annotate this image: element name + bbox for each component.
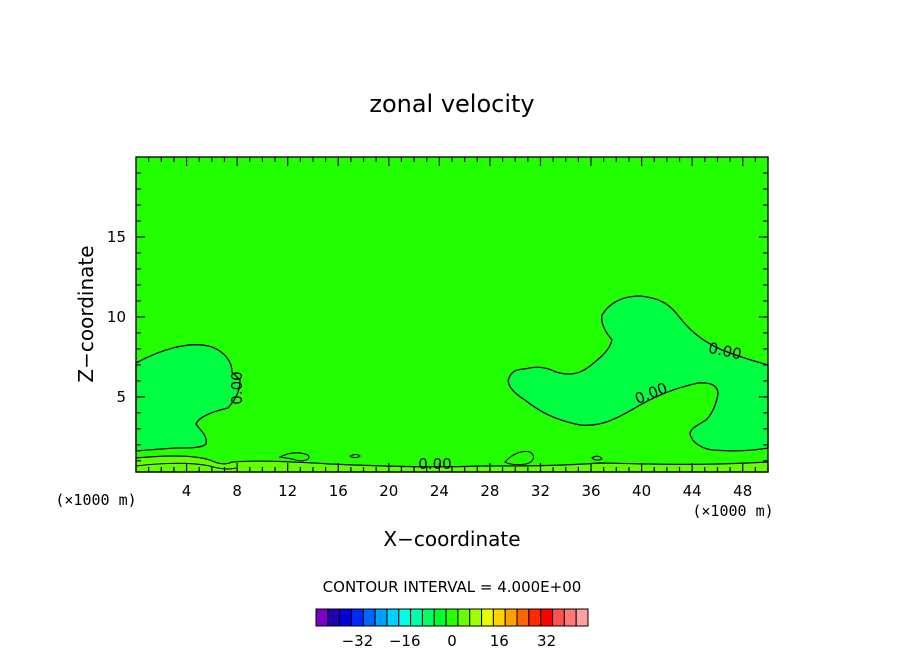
colorbar-swatch — [410, 608, 423, 627]
colorbar-swatch — [433, 608, 447, 627]
x-tick-label: 40 — [632, 482, 651, 500]
x-axis: 4 8 12 16 20 24 28 32 36 40 44 48 — [148, 157, 769, 500]
small-contour-3 — [349, 453, 361, 459]
contour-interval-text: CONTOUR INTERVAL = 4.000E+00 — [323, 578, 582, 596]
colorbar-swatch — [540, 608, 554, 627]
x-unit-label: (×1000 m) — [55, 491, 136, 509]
colorbar-swatch — [315, 608, 329, 627]
contour-label-4: 0.00 — [418, 455, 451, 473]
y-tick-label: 15 — [107, 228, 126, 246]
colorbar-swatch — [339, 608, 352, 627]
colorbar-tick-label: 0 — [447, 632, 457, 650]
colorbar-swatch — [481, 608, 494, 627]
y-unit-label: (×1000 m) — [692, 502, 773, 520]
small-contour-2 — [504, 450, 535, 466]
colorbar-swatch — [386, 608, 400, 627]
y-axis-label: Z−coordinate — [74, 245, 98, 382]
negative-region-right — [507, 295, 769, 452]
x-tick-label: 12 — [278, 482, 297, 500]
y-axis: 5 10 15 — [107, 172, 768, 462]
colorbar-swatch — [362, 608, 376, 627]
surface-layer — [135, 455, 769, 473]
colorbar-swatch — [528, 608, 542, 627]
colorbar-swatch — [327, 608, 341, 627]
colorbar-swatch — [504, 608, 518, 627]
x-tick-label: 32 — [531, 482, 550, 500]
x-tick-label: 4 — [182, 482, 192, 500]
colorbar-swatch — [575, 608, 589, 627]
colorbar-swatch — [516, 608, 530, 627]
colorbar-swatch — [457, 608, 471, 627]
x-tick-label: 20 — [379, 482, 398, 500]
contour-label-1: 0.00 — [228, 371, 246, 404]
chart-title: zonal velocity — [369, 90, 534, 118]
colorbar-swatch — [469, 608, 483, 627]
colorbar-swatch — [552, 608, 565, 627]
x-tick-label: 24 — [430, 482, 449, 500]
x-tick-label: 44 — [683, 482, 702, 500]
colorbar-tick-label: 16 — [490, 632, 509, 650]
colorbar-swatch — [374, 608, 388, 627]
small-contour-4 — [591, 455, 603, 461]
surface-contour — [135, 462, 237, 470]
colorbar-swatch — [398, 608, 412, 627]
y-tick-label: 10 — [107, 308, 126, 326]
y-tick-label: 5 — [116, 388, 126, 406]
colorbar-tick-label: 32 — [537, 632, 556, 650]
x-tick-label: 8 — [232, 482, 242, 500]
x-tick-label: 16 — [329, 482, 348, 500]
small-contour-1 — [278, 452, 310, 462]
colorbar-swatch — [421, 608, 435, 627]
x-tick-label: 36 — [581, 482, 600, 500]
colorbar-swatch — [563, 608, 577, 627]
x-tick-label: 48 — [733, 482, 752, 500]
plot-area: 0.00 0.00 0.00 0.00 — [135, 156, 769, 473]
negative-region-left — [135, 344, 241, 452]
colorbar-swatch — [492, 608, 506, 627]
colorbar-tick-label: −32 — [342, 632, 374, 650]
colorbar-swatch — [445, 608, 459, 627]
colorbar: −32 −16 0 16 32 — [315, 608, 589, 650]
colorbar-swatch — [350, 608, 364, 627]
colorbar-tick-label: −16 — [389, 632, 421, 650]
x-axis-label: X−coordinate — [383, 527, 520, 551]
x-tick-label: 28 — [480, 482, 499, 500]
